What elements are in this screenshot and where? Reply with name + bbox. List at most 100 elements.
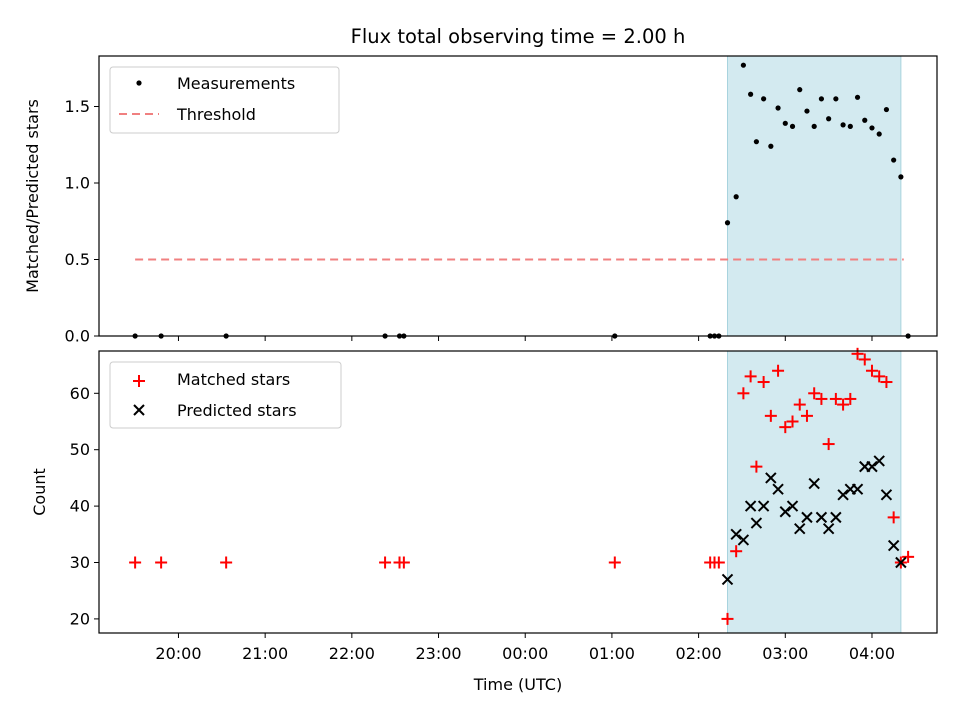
bottom-legend-box [109,361,342,429]
matched-point-28 [851,347,864,360]
legend-predicted-marker [133,404,145,416]
bottom-ytick-label-2: 40 [70,497,90,516]
matched-point-25 [829,392,842,405]
matched-point-10 [721,612,734,625]
predicted-point-12-b [808,477,820,490]
predicted-star-points [721,455,907,586]
measurement-point-17 [775,105,781,111]
predicted-point-3-b [744,500,757,512]
measurement-point-29 [862,117,868,123]
bottom-ytick-label-4: 60 [70,384,90,403]
bottom-ytick-label-0: 20 [70,609,90,628]
predicted-point-1 [730,528,742,541]
xtick-label-4: 00:00 [502,644,548,663]
xtick-label-7: 03:00 [762,644,808,663]
measurement-point-20 [797,87,803,93]
xtick-label-1: 21:00 [242,644,288,663]
measurement-point-11 [733,194,739,200]
legend-predicted-label: Predicted stars [177,401,297,420]
measurement-point-34 [898,174,904,180]
predicted-point-23 [887,539,900,552]
predicted-point-22 [880,489,893,501]
predicted-point-14 [822,522,835,535]
matched-point-6 [608,556,621,569]
measurement-point-26 [840,122,846,128]
top-legend: Measurements Threshold [109,66,340,134]
matched-point-14 [750,460,763,473]
predicted-point-10 [794,522,806,535]
predicted-point-23-b [887,539,900,552]
matched-point-29 [858,353,871,366]
predicted-point-15 [830,511,842,524]
measurement-point-30 [869,125,875,131]
predicted-point-11-b [801,511,813,524]
matched-point-30 [865,364,878,377]
bottom-panel: 20 30 40 50 60 20:00 21:00 22:00 23:00 00:00 01:00… [30,347,938,694]
matched-point-2 [220,556,233,569]
predicted-point-14-b [822,522,835,535]
measurement-point-33 [891,157,897,163]
predicted-point-24 [895,556,907,569]
top-panel: 0.0 0.5 1.0 1.5 Matched/Predicted stars Mea… [23,55,938,346]
predicted-point-10-b [794,522,806,535]
predicted-point-13 [815,511,828,524]
measurement-point-15 [761,96,767,102]
predicted-point-20 [866,460,878,473]
matched-point-1 [155,556,168,569]
predicted-point-21-b [873,455,885,467]
predicted-point-7-b [772,483,784,495]
matched-point-27 [844,392,857,405]
predicted-point-21 [873,455,885,467]
matched-point-17 [772,364,785,377]
top-ticks: 0.0 0.5 1.0 1.5 [65,97,873,346]
predicted-point-13-b [815,511,828,524]
predicted-point-2-b [737,534,750,546]
bottom-ytick-label-1: 30 [70,553,90,572]
xtick-label-8: 04:00 [849,644,895,663]
top-ytick-label-3: 1.5 [65,97,90,116]
legend-matched-label: Matched stars [177,370,290,389]
xtick-label-2: 22:00 [329,644,375,663]
predicted-point-22-b [880,489,893,501]
measurement-point-21 [804,108,810,114]
predicted-point-18-b [851,483,864,495]
predicted-point-24-b [895,556,907,569]
matched-point-5 [397,556,410,569]
bottom-ticks: 20 30 40 50 60 20:00 21:00 22:00 23:00 00:00 01:00… [70,384,895,663]
predicted-point-12 [808,477,820,490]
matched-point-18 [779,421,792,434]
xtick-label-3: 23:00 [415,644,461,663]
bottom-y-axis-label: Count [30,468,49,516]
predicted-point-6 [765,472,777,484]
x-axis-label: Time (UTC) [473,675,562,694]
matched-point-3 [379,556,392,569]
top-axes-frame [98,55,938,337]
matched-point-35 [902,550,915,563]
predicted-point-4 [750,517,763,529]
top-ytick-label-2: 1.0 [65,173,90,192]
matched-point-21 [800,409,813,422]
matched-point-12 [737,387,750,400]
measurement-point-12 [740,62,746,68]
matched-point-15 [757,376,770,389]
top-y-axis-label: Matched/Predicted stars [23,99,42,293]
legend-matched-marker [133,375,145,387]
matched-point-11 [730,545,743,558]
predicted-point-0 [721,573,734,586]
matched-point-33 [887,511,900,524]
matched-point-23 [815,392,828,405]
measurement-point-13 [748,91,754,97]
predicted-point-15-b [830,511,842,524]
xtick-label-5: 01:00 [589,644,635,663]
predicted-point-8 [779,506,792,518]
predicted-point-3 [744,500,757,512]
measurement-point-19 [789,123,796,129]
measurement-point-25 [833,96,839,102]
matched-point-32 [880,376,893,389]
measurement-point-28 [854,94,861,100]
legend-threshold-label: Threshold [176,105,256,124]
top-ytick-label-1: 0.5 [65,250,90,269]
predicted-point-0-b [721,573,734,586]
bottom-axes-frame [98,350,938,634]
measurement-point-18 [782,120,788,126]
